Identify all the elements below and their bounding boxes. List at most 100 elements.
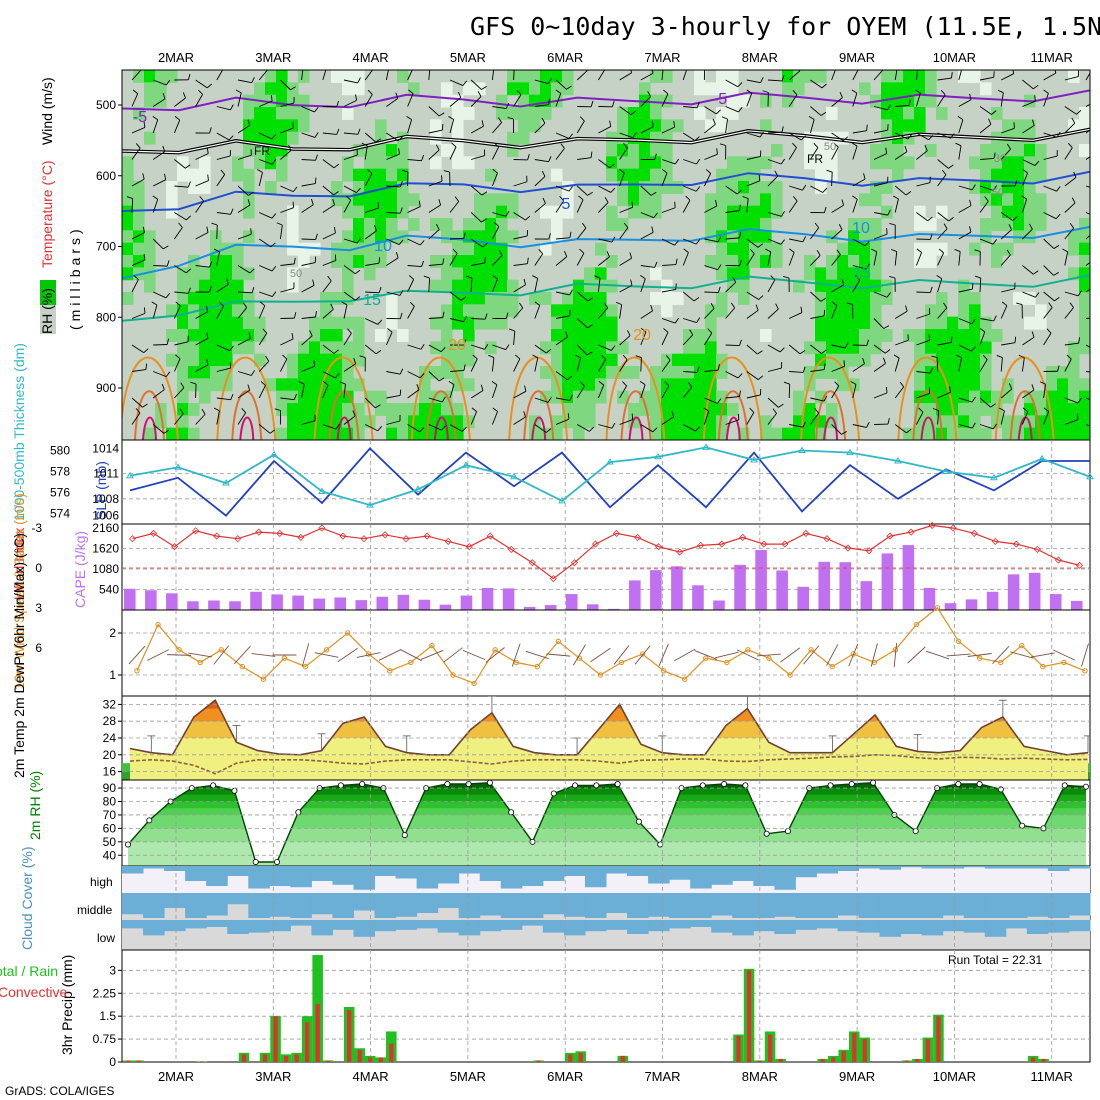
lifted-index-marker [149, 529, 158, 537]
wind-barb [831, 424, 842, 435]
wind-barb-flag [1021, 195, 1027, 200]
rh-cell [452, 119, 464, 133]
rh-cell [232, 341, 244, 355]
wind-barb [364, 397, 376, 409]
wind-barb [852, 424, 867, 428]
wind-barb-flag [347, 328, 352, 334]
wind-barb-flag [1057, 365, 1060, 372]
wind-barb-flag [695, 239, 701, 245]
wind-barb [937, 252, 945, 266]
wind-barb [704, 238, 719, 243]
wind-barb-flag [1078, 337, 1080, 344]
wind-barb-flag [425, 64, 431, 66]
wind-barb [979, 359, 988, 372]
rh-cell [859, 82, 871, 96]
rh-cell [474, 218, 486, 231]
rh-cell [188, 181, 200, 194]
rh-cell [661, 390, 673, 404]
rh-cell [628, 119, 640, 133]
lifted-index-marker [928, 521, 936, 530]
wind-barb [428, 344, 442, 353]
wind-barb [873, 106, 888, 111]
wind-barb [492, 255, 503, 266]
wind-barb [682, 70, 687, 81]
rh-cell [320, 390, 332, 404]
wind-barb-flag [218, 301, 224, 307]
rh-cell [254, 316, 266, 330]
wind-barb-flag [615, 301, 622, 306]
rh-cell [694, 427, 706, 440]
wind-barb [1064, 147, 1073, 160]
wind-speed-line [136, 606, 1086, 685]
wind-barb [174, 413, 184, 425]
rh-cell [661, 168, 673, 182]
cape-bar [544, 605, 557, 610]
rh-cell [837, 255, 849, 268]
rh-cell [584, 378, 596, 392]
isotherm-label: -5 [713, 91, 727, 108]
rh-cell [463, 242, 475, 256]
wind-barb-flag [998, 407, 1005, 412]
wind-barb-flag [905, 305, 908, 312]
rh-cell [991, 193, 1003, 207]
rh-cell [364, 218, 376, 231]
rh-cell [265, 144, 277, 157]
rh-cell [793, 70, 805, 83]
wind-barb-flag [180, 382, 185, 388]
wind10m-barb [694, 650, 718, 660]
wind-barb-flag [802, 184, 807, 191]
rh-cell [122, 168, 134, 182]
wind-barb [852, 238, 866, 247]
rh-cell [452, 156, 464, 170]
wind-barb-flag [293, 312, 297, 319]
rh-cell [650, 415, 662, 429]
rh-cell [441, 255, 453, 268]
wind-barb [386, 257, 399, 266]
precip-convective-bar [904, 1060, 909, 1062]
wind-barb-flag [274, 408, 281, 411]
wind10m-barb [1052, 649, 1075, 661]
wind-barb [280, 287, 295, 293]
rh-cell [496, 230, 508, 244]
wind-barb [682, 291, 695, 302]
rh-cell [837, 292, 849, 305]
wind-barb-flag [1022, 407, 1029, 412]
wind-barb [407, 389, 420, 399]
wind-barb [746, 238, 759, 248]
rh-cell [617, 144, 629, 157]
rh-cell [1068, 415, 1080, 429]
rh-cell [870, 193, 882, 207]
wind-barb-flag [674, 158, 680, 165]
rh-cell [551, 341, 563, 355]
rh-cell [243, 94, 255, 108]
wind-barb-flag [293, 393, 297, 400]
rh-cell [859, 316, 871, 330]
wind-barb [280, 127, 294, 134]
rh-cell [738, 242, 750, 256]
rh-cell [892, 144, 904, 157]
rh-cell [826, 156, 838, 170]
wind-barb [152, 151, 166, 160]
rh-cell [705, 255, 717, 268]
rh-cell [463, 255, 475, 268]
precip-convective-bar [831, 1057, 836, 1062]
rh-cell [386, 292, 398, 305]
wind-barb-flag [484, 313, 488, 320]
wind-barb [152, 119, 159, 134]
wind-barb-flag [758, 174, 761, 181]
slp-line [129, 447, 1090, 517]
rh-cell [342, 341, 354, 355]
wind-barb [598, 202, 609, 213]
wind-barb-flag [333, 227, 336, 234]
wind-barb-flag [783, 276, 790, 279]
rh-cell [320, 353, 332, 367]
wind-barb-flag [374, 224, 377, 231]
rh-cell [430, 156, 442, 170]
rh-cell [562, 70, 574, 83]
rh-cell [353, 193, 365, 207]
rh2m-marker [1019, 822, 1026, 829]
rh-cell [551, 218, 563, 231]
isotherm-label: 20 [633, 327, 651, 344]
rh-cell [584, 390, 596, 404]
